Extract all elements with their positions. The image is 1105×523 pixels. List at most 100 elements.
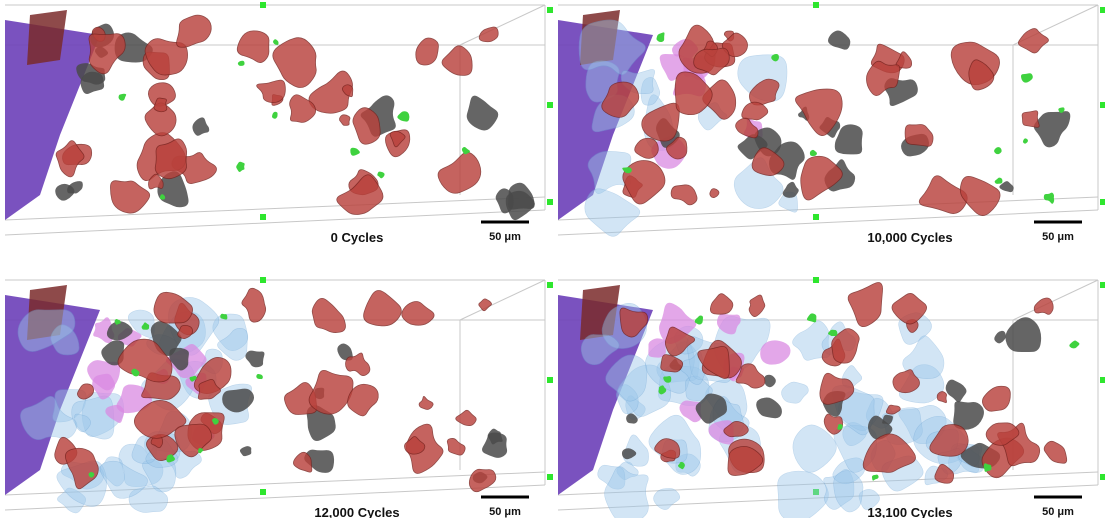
- red-blob: [456, 410, 476, 425]
- red-blob: [1022, 111, 1039, 128]
- grey-blob: [756, 398, 782, 419]
- green-fleck: [1023, 138, 1028, 143]
- red-blob: [110, 181, 149, 213]
- blue-blob: [782, 382, 809, 403]
- wireframe: [5, 197, 545, 220]
- grey-blob: [946, 380, 967, 403]
- wireframe: [5, 210, 545, 235]
- red-blob: [905, 125, 933, 147]
- wireframe: [1013, 280, 1098, 320]
- red-blob: [1018, 29, 1048, 53]
- cycle-label: 12,000 Cycles: [314, 505, 399, 518]
- corner-marker: [547, 474, 553, 480]
- grey-blob: [1034, 111, 1070, 147]
- red-blob: [1044, 441, 1067, 463]
- green-fleck: [238, 61, 245, 66]
- scale-bar-label: 50 μm: [489, 231, 521, 243]
- green-fleck: [807, 313, 816, 322]
- green-fleck: [350, 148, 360, 156]
- scale-bar-label: 50 μm: [489, 506, 521, 518]
- corner-marker: [547, 377, 553, 383]
- red-blob: [312, 298, 345, 332]
- green-fleck: [236, 162, 245, 172]
- corner-marker: [1100, 282, 1105, 288]
- wireframe: [460, 280, 545, 320]
- pink-blob: [648, 338, 666, 357]
- red-blob: [237, 31, 269, 63]
- red-blob: [447, 438, 465, 455]
- red-blob: [635, 138, 659, 158]
- green-fleck: [119, 94, 127, 101]
- red-blob: [479, 299, 492, 311]
- red-blob: [442, 46, 472, 76]
- green-fleck: [872, 475, 879, 481]
- corner-marker: [1100, 7, 1105, 13]
- red-blob: [154, 292, 193, 323]
- corner-marker: [260, 2, 266, 8]
- green-fleck: [377, 172, 384, 179]
- panel: 12,000 Cycles 50 μm: [5, 277, 553, 518]
- cycle-label: 13,100 Cycles: [867, 505, 952, 518]
- grey-blob: [67, 181, 83, 193]
- scale-bar-label: 50 μm: [1042, 231, 1074, 243]
- grey-blob: [764, 375, 775, 387]
- blue-blob: [778, 471, 829, 518]
- green-fleck: [1021, 73, 1033, 82]
- red-blob: [960, 176, 1000, 215]
- green-fleck: [810, 150, 817, 156]
- corner-marker: [1100, 102, 1105, 108]
- grey-blob: [467, 96, 499, 131]
- red-blob: [419, 396, 433, 409]
- corner-marker: [1100, 377, 1105, 383]
- corner-marker: [547, 102, 553, 108]
- green-fleck: [656, 32, 664, 42]
- red-blob: [309, 370, 353, 414]
- corner-marker: [813, 2, 819, 8]
- page: {"panels": [ {"label": "0 Cycles", "scal…: [0, 0, 1105, 518]
- red-blob: [623, 160, 665, 204]
- red-blob: [257, 80, 286, 102]
- red-blob: [710, 189, 719, 198]
- grey-blob: [828, 31, 850, 50]
- red-blob: [919, 176, 967, 214]
- red-blob: [982, 386, 1010, 411]
- green-fleck: [272, 112, 278, 119]
- red-blob: [937, 392, 946, 403]
- green-fleck: [256, 374, 263, 379]
- green-fleck: [273, 39, 279, 45]
- grey-blob: [245, 351, 264, 368]
- red-blob: [671, 185, 697, 205]
- corner-marker: [547, 199, 553, 205]
- pink-blob: [760, 340, 790, 364]
- red-blob: [749, 295, 765, 317]
- red-blob: [416, 38, 439, 65]
- panel: 13,100 Cycles 50 μm: [558, 277, 1105, 518]
- scale-bar-label: 50 μm: [1042, 506, 1074, 518]
- corner-marker: [813, 277, 819, 283]
- red-blob: [1034, 298, 1053, 314]
- green-fleck: [995, 178, 1003, 184]
- green-fleck: [1044, 193, 1054, 204]
- red-blob: [479, 27, 498, 42]
- corner-marker: [1100, 474, 1105, 480]
- panel: 0 Cycles 50 μm: [5, 2, 553, 245]
- corner-marker: [260, 277, 266, 283]
- green-fleck: [994, 147, 1002, 154]
- corner-marker: [547, 7, 553, 13]
- wireframe: [460, 5, 545, 45]
- red-blob: [742, 102, 768, 120]
- grey-blob: [994, 331, 1006, 344]
- cycle-label: 0 Cycles: [331, 230, 384, 245]
- grey-blob: [192, 117, 209, 135]
- corner-marker: [813, 214, 819, 220]
- cycle-label: 10,000 Cycles: [867, 230, 952, 245]
- grey-blob: [482, 433, 507, 458]
- grey-blob: [496, 188, 514, 213]
- red-blob: [89, 34, 125, 74]
- red-blob: [402, 301, 434, 325]
- corner-marker: [1100, 199, 1105, 205]
- corner-marker: [547, 282, 553, 288]
- green-fleck: [1069, 341, 1079, 349]
- red-blob: [293, 452, 311, 472]
- corner-marker: [260, 489, 266, 495]
